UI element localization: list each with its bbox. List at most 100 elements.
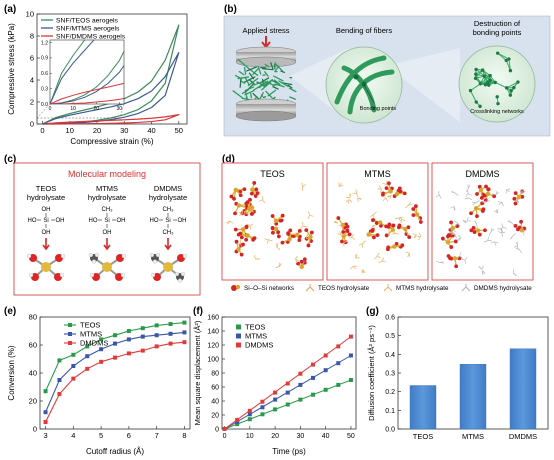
fiber	[254, 96, 258, 100]
y-tick-label: 10	[26, 10, 34, 19]
data-point	[43, 420, 48, 424]
fiber	[248, 72, 255, 80]
crosslink-node	[504, 86, 509, 90]
hydrolysate-fragment	[498, 201, 503, 203]
oxygen-atom	[469, 211, 473, 216]
silicon-atom	[392, 244, 397, 249]
hydrolysate-fragment	[276, 243, 278, 248]
hydrolysate-fragment	[498, 202, 503, 205]
data-point	[71, 352, 76, 357]
inset-y-tick-label: 0.0	[41, 102, 48, 108]
silicon-atom	[295, 232, 300, 237]
hydrogen-atom	[26, 253, 32, 259]
x-axis-label: Cutoff radius (Å)	[86, 447, 144, 456]
oxygen-atom	[299, 259, 304, 264]
hydrolysate-fragment	[345, 199, 350, 203]
hydrolysate-fragment	[275, 266, 280, 269]
bent-fibers	[334, 55, 395, 115]
hydrolysate-fragment	[450, 206, 455, 209]
hydrolysate-fragment	[501, 223, 504, 228]
inset-y-tick-label: 0.9	[41, 56, 48, 62]
oxygen-atom	[449, 245, 454, 249]
y-tick-label: 0.2	[385, 389, 395, 396]
oxygen-atom	[413, 204, 418, 209]
x-tick-label: 7	[155, 431, 159, 440]
hydrolysate-fragment	[493, 241, 497, 246]
y-tick-label: 8	[30, 32, 34, 41]
box-title: DMDMS	[466, 169, 500, 179]
silicon-atom	[366, 232, 371, 237]
hydrolysate-fragment	[452, 229, 457, 233]
crosslink-node	[488, 73, 492, 78]
hydrogen-atom	[177, 278, 183, 283]
y-tick-label: 2	[30, 98, 34, 107]
crosslinking-network	[468, 51, 520, 109]
y-tick-label: 4	[30, 76, 34, 85]
silicon-atom	[414, 212, 420, 217]
oxygen-atom	[249, 191, 254, 196]
x-tick-label: 10	[66, 126, 74, 135]
crosslink-node	[473, 76, 478, 80]
hydrolysate-fragment	[307, 215, 311, 219]
oxygen-atom	[520, 194, 525, 199]
y-tick-label: 0	[30, 120, 34, 129]
hydrolysate-fragment	[240, 243, 242, 248]
oxygen-atom	[407, 235, 412, 239]
fiber	[244, 91, 249, 101]
data-point	[57, 358, 62, 363]
molecule-name: TEOS	[36, 184, 56, 193]
hydrolysate-fragment	[350, 265, 354, 270]
hydrolysate-fragment	[386, 184, 391, 187]
msd-plot: 0 10 20 30 40 50 0 20 40 60 80 100 120 140 160 TEOSMTMS…	[207, 315, 355, 441]
crosslink-node	[509, 89, 513, 93]
hydrolysate-fragment	[349, 199, 353, 203]
hydrogen-atom	[180, 271, 186, 277]
data-point	[273, 390, 278, 395]
y-tick-label: 0.1	[385, 408, 395, 415]
molecule-subtitle: hydrolysate	[27, 193, 65, 202]
panel-label-d: (d)	[222, 154, 235, 165]
y-axis-label: Compressive stress (kPa)	[7, 23, 16, 115]
hydrolysate-fragment	[362, 240, 366, 244]
legend-marker	[236, 324, 241, 330]
oxygen-atom	[371, 218, 375, 223]
hydrolysate-fragment	[459, 252, 462, 257]
crosslink-node	[496, 101, 500, 106]
hydrolysate-fragment	[301, 182, 303, 187]
inset-plot: 0 10 20 30 0.0 0.3 0.6 0.9 1.2	[41, 40, 124, 112]
inset-y-tick-label: 0.3	[41, 86, 48, 92]
crosslink-bond	[470, 90, 477, 103]
data-point	[154, 333, 159, 338]
hydrolysate-fragment	[438, 194, 442, 199]
data-point	[126, 337, 131, 342]
oxygen-atom	[472, 230, 477, 234]
oxygen-atom	[345, 224, 350, 229]
inset-y-tick-label: 0.6	[41, 71, 48, 77]
x-tick-label: 0	[223, 433, 227, 440]
oxygen-atom	[480, 209, 485, 213]
hydrolysate-fragment	[494, 241, 499, 244]
silicon-atom	[485, 191, 491, 196]
hydrogen-atom	[121, 253, 127, 259]
hydrolysate-fragment	[457, 255, 460, 260]
oxygen-atom	[229, 194, 234, 199]
silicon-atom	[240, 227, 246, 232]
legend-label: Si–O–Si networks	[244, 285, 294, 292]
oxygen-atom	[411, 213, 416, 218]
hydrolysate-fragment	[299, 225, 304, 230]
data-point	[260, 412, 265, 417]
fiber-network	[232, 59, 297, 108]
modeling-title: Molecular modeling	[68, 169, 146, 179]
hydrolysate-fragment	[295, 255, 298, 260]
fiber	[274, 65, 280, 73]
crosslink-bond	[480, 75, 491, 85]
fiber	[272, 86, 279, 90]
hydrolysate-fragment	[295, 258, 300, 262]
simulation-boxes: TEOS MTMS DMDMS	[221, 162, 534, 281]
data-point	[348, 353, 353, 358]
data-point	[323, 353, 328, 358]
crosslink-node	[487, 83, 491, 87]
fiber	[265, 90, 273, 99]
